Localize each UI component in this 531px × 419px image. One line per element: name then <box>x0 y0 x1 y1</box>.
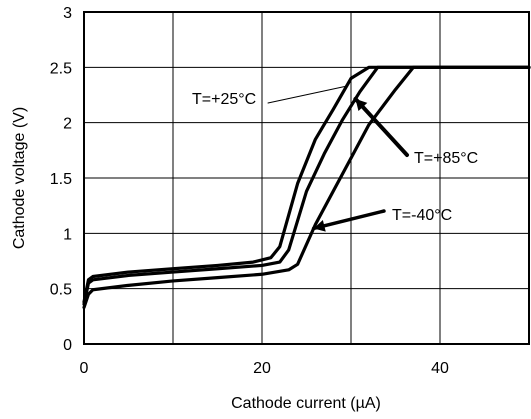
series-line-1 <box>82 65 531 304</box>
annotation-label-1: T=+25°C <box>192 91 256 108</box>
y-tick-label-7: 3 <box>63 5 72 22</box>
series-line-3 <box>82 65 531 310</box>
y-axis-title: Cathode voltage (V) <box>11 107 28 249</box>
annotation-leader-3 <box>311 209 386 231</box>
y-tick-label-6: 2.5 <box>50 60 72 77</box>
y-tick-label-2: 0.5 <box>50 282 72 299</box>
y-tick-label-4: 1.5 <box>50 171 72 188</box>
series-lines <box>82 65 531 310</box>
y-ticks: 0 0.5 1 1.5 2 2.5 3 <box>50 5 72 354</box>
x-tick-label-3: 40 <box>431 360 449 377</box>
x-axis-title: Cathode current (µA) <box>231 395 381 412</box>
annotation-arrowhead-2 <box>355 98 368 112</box>
annotations: T=+25°C T=+85°C T=-40°C <box>192 85 478 232</box>
grid <box>84 12 529 344</box>
annotation-leader-2 <box>353 96 409 157</box>
y-tick-label-1: 0 <box>63 337 72 354</box>
annotation-arrowhead-3 <box>313 219 326 232</box>
y-tick-label-5: 2 <box>63 116 72 133</box>
x-tick-label-2: 20 <box>253 360 271 377</box>
plot-frame <box>83 11 530 345</box>
x-ticks: 0 20 40 <box>80 360 449 377</box>
x-tick-label-1: 0 <box>80 360 89 377</box>
annotation-label-3: T=-40°C <box>392 207 452 224</box>
annotation-label-2: T=+85°C <box>414 150 478 167</box>
series-line-2 <box>82 65 531 306</box>
annotation-leader-1 <box>267 85 348 104</box>
y-tick-label-3: 1 <box>63 226 72 243</box>
